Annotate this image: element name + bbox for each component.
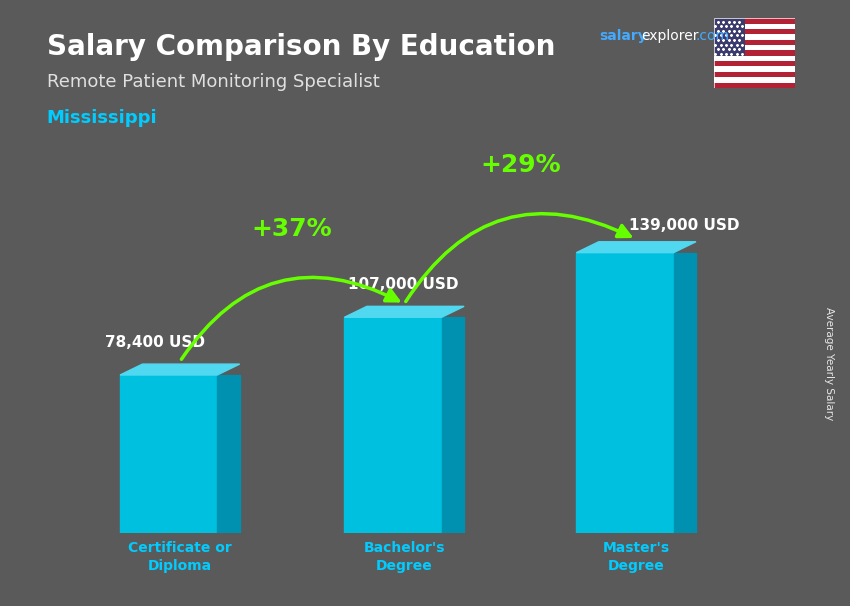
Text: +37%: +37% [252,218,332,241]
Polygon shape [344,318,442,533]
Polygon shape [576,242,696,253]
Text: salary: salary [599,29,647,43]
Polygon shape [344,307,464,318]
Polygon shape [218,375,240,533]
Polygon shape [576,253,673,533]
Text: explorer: explorer [642,29,700,43]
Text: 78,400 USD: 78,400 USD [105,335,205,350]
Bar [714,61,795,67]
Text: +29%: +29% [480,153,560,177]
Bar [714,77,795,82]
Bar [714,50,795,56]
Text: Master's
Degree: Master's Degree [603,541,670,573]
Bar [714,39,795,45]
Polygon shape [673,253,696,533]
Bar [714,18,795,24]
Bar [714,67,795,72]
Text: Bachelor's
Degree: Bachelor's Degree [364,541,445,573]
Bar [714,45,795,50]
Text: Mississippi: Mississippi [47,109,157,127]
Bar [714,72,795,77]
Polygon shape [120,375,218,533]
Text: Salary Comparison By Education: Salary Comparison By Education [47,33,555,61]
Polygon shape [120,364,240,375]
Polygon shape [442,318,464,533]
Text: Average Yearly Salary: Average Yearly Salary [824,307,834,420]
Bar [714,35,795,39]
Text: 107,000 USD: 107,000 USD [348,278,459,293]
Bar [714,82,795,88]
Bar [714,24,795,29]
Text: Certificate or
Diploma: Certificate or Diploma [128,541,232,573]
Text: Remote Patient Monitoring Specialist: Remote Patient Monitoring Specialist [47,73,379,91]
Bar [714,18,745,56]
Text: 139,000 USD: 139,000 USD [629,218,740,233]
Text: .com: .com [695,29,729,43]
Bar [714,56,795,61]
Bar [714,29,795,35]
